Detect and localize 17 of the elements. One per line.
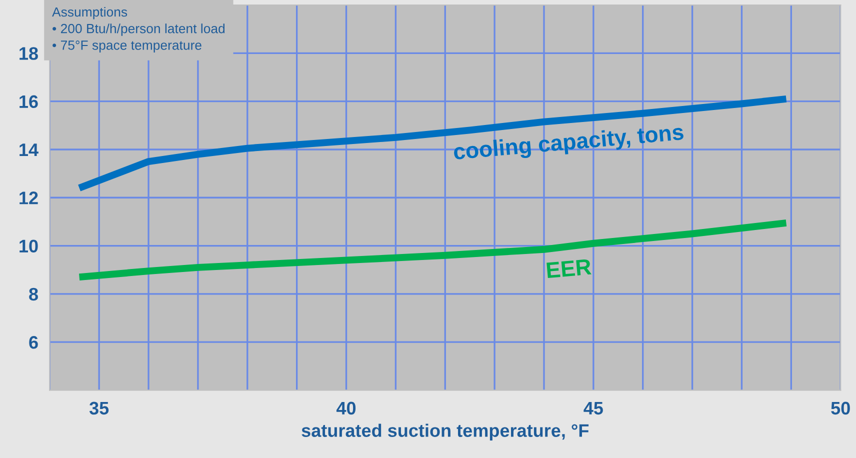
x-tick-label: 40 — [336, 402, 356, 415]
series-label: cooling capacity, tons — [453, 123, 684, 164]
y-tick-label: 12 — [20, 192, 38, 204]
y-tick-label: 6 — [29, 336, 38, 349]
annotation: Assumptions — [52, 6, 128, 20]
annotation: • 75°F space temperature — [52, 40, 202, 52]
annotation: • 200 Btu/h/person latent load — [52, 24, 225, 36]
y-tick-label: 18 — [20, 47, 38, 60]
x-tick-label: 45 — [584, 402, 603, 415]
y-tick-label: 10 — [20, 240, 38, 252]
y-tick-label: 8 — [29, 288, 38, 301]
y-tick-label: 16 — [20, 95, 38, 108]
x-axis-title: saturated suction temperature, °F — [302, 424, 589, 441]
series-label: EER — [546, 258, 592, 278]
x-tick-label: 50 — [831, 402, 850, 415]
y-tick-label: 14 — [20, 144, 38, 156]
x-tick-label: 35 — [89, 402, 109, 415]
